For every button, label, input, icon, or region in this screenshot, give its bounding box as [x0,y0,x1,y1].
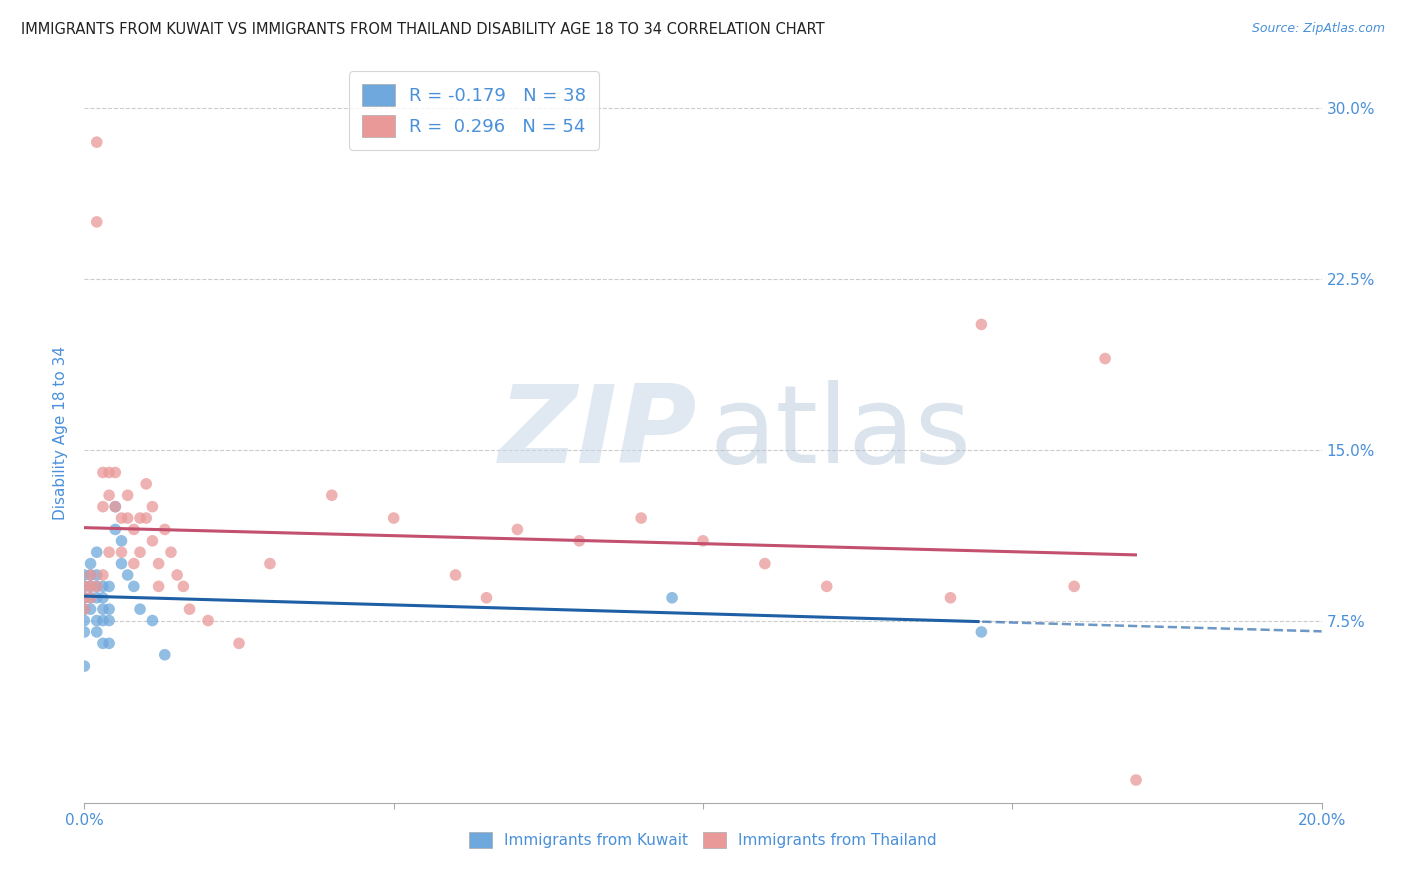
Point [104,500,127,514]
Point [148,579,170,593]
Point [91,466,114,480]
Point [79,557,101,571]
Point [73,659,96,673]
Point [153,523,176,537]
Point [91,500,114,514]
Point [475,591,498,605]
Point [382,511,405,525]
Point [172,579,194,593]
Point [129,545,152,559]
Point [141,533,163,548]
Point [86,135,108,149]
Point [321,488,343,502]
Point [117,568,139,582]
Point [86,614,108,628]
Point [135,476,157,491]
Point [506,523,529,537]
Point [122,579,145,593]
Point [73,579,96,593]
Point [86,579,108,593]
Point [110,545,132,559]
Point [160,545,183,559]
Point [692,533,714,548]
Point [98,579,121,593]
Point [79,568,101,582]
Point [754,557,776,571]
Point [86,545,108,559]
Legend: Immigrants from Kuwait, Immigrants from Thailand: Immigrants from Kuwait, Immigrants from … [463,826,943,855]
Point [122,523,145,537]
Point [91,614,114,628]
Point [73,602,96,616]
Point [1063,579,1085,593]
Point [73,602,96,616]
Point [110,511,132,525]
Point [815,579,838,593]
Point [86,624,108,639]
Point [73,579,96,593]
Point [259,557,281,571]
Point [86,579,108,593]
Point [104,523,127,537]
Point [98,614,121,628]
Point [444,568,467,582]
Point [970,318,993,332]
Text: atlas: atlas [709,380,972,485]
Point [91,602,114,616]
Point [129,602,152,616]
Point [630,511,652,525]
Point [117,511,139,525]
Point [129,511,152,525]
Point [117,488,139,502]
Point [104,500,127,514]
Point [91,591,114,605]
Point [79,602,101,616]
Point [148,557,170,571]
Point [91,568,114,582]
Point [73,614,96,628]
Point [568,533,591,548]
Point [141,614,163,628]
Point [98,636,121,650]
Point [86,591,108,605]
Point [73,624,96,639]
Point [197,614,219,628]
Point [970,624,993,639]
Point [166,568,188,582]
Point [73,591,96,605]
Point [98,602,121,616]
Point [98,545,121,559]
Point [228,636,250,650]
Point [179,602,201,616]
Point [73,568,96,582]
Point [122,557,145,571]
Point [661,591,683,605]
Y-axis label: Disability Age 18 to 34: Disability Age 18 to 34 [53,345,69,520]
Text: ZIP: ZIP [499,380,697,485]
Point [110,557,132,571]
Point [91,579,114,593]
Point [79,579,101,593]
Point [98,488,121,502]
Point [939,591,962,605]
Point [91,636,114,650]
Point [79,591,101,605]
Point [104,466,127,480]
Point [135,511,157,525]
Point [73,591,96,605]
Point [98,466,121,480]
Point [141,500,163,514]
Point [79,568,101,582]
Point [110,533,132,548]
Point [1094,351,1116,366]
Text: IMMIGRANTS FROM KUWAIT VS IMMIGRANTS FROM THAILAND DISABILITY AGE 18 TO 34 CORRE: IMMIGRANTS FROM KUWAIT VS IMMIGRANTS FRO… [21,22,825,37]
Point [86,568,108,582]
Point [79,591,101,605]
Point [79,579,101,593]
Text: Source: ZipAtlas.com: Source: ZipAtlas.com [1251,22,1385,36]
Point [1125,772,1147,787]
Point [153,648,176,662]
Point [86,215,108,229]
